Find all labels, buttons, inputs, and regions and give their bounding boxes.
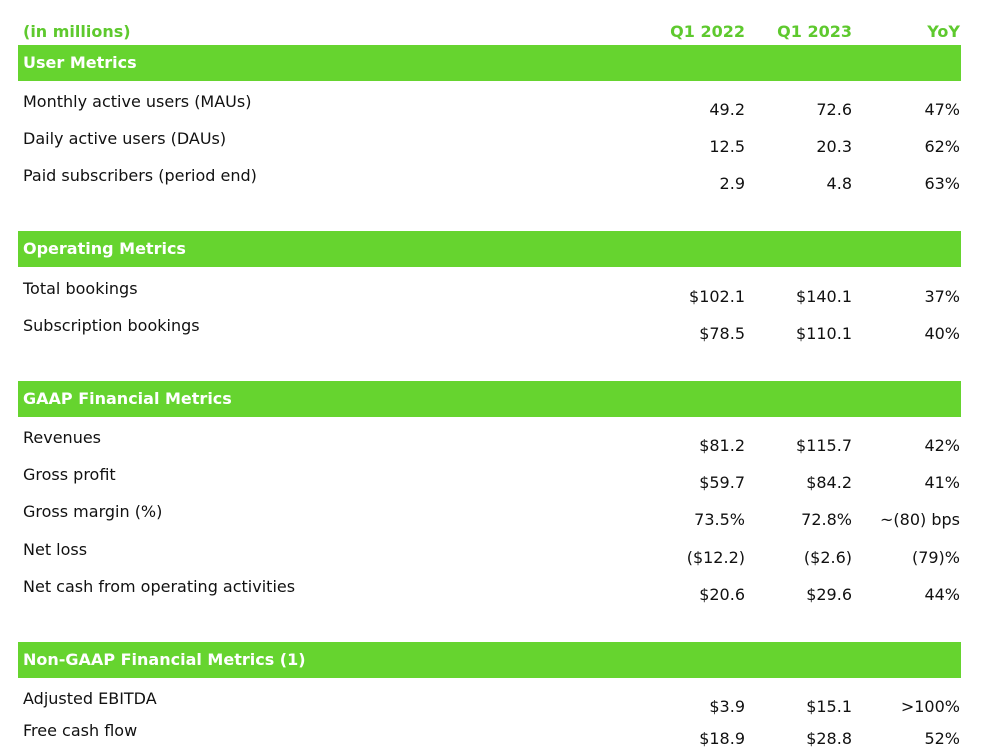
section-title: Operating Metrics <box>23 239 186 258</box>
row-label: Total bookings <box>23 279 138 298</box>
value-yoy: 63% <box>924 174 960 193</box>
value-q1-2022: 12.5 <box>709 137 745 156</box>
value-yoy: 41% <box>924 473 960 492</box>
value-q1-2023: 20.3 <box>816 137 852 156</box>
value-q1-2022: $59.7 <box>699 473 745 492</box>
value-q1-2023: $29.6 <box>806 585 852 604</box>
table-row: Monthly active users (MAUs) 49.2 72.6 47… <box>0 90 1000 127</box>
value-q1-2023: ($2.6) <box>803 548 852 567</box>
row-label: Paid subscribers (period end) <box>23 166 257 185</box>
value-q1-2023: $110.1 <box>796 324 852 343</box>
value-q1-2023: $140.1 <box>796 287 852 306</box>
value-q1-2023: 4.8 <box>826 174 852 193</box>
row-label: Monthly active users (MAUs) <box>23 92 252 111</box>
row-label: Free cash flow <box>23 721 138 740</box>
value-q1-2023: $115.7 <box>796 436 852 455</box>
value-q1-2022: $20.6 <box>699 585 745 604</box>
value-yoy: 47% <box>924 100 960 119</box>
value-yoy: 40% <box>924 324 960 343</box>
section-title: Non-GAAP Financial Metrics (1) <box>23 650 306 669</box>
section-title: User Metrics <box>23 53 137 72</box>
value-q1-2022: $81.2 <box>699 436 745 455</box>
value-q1-2023: $15.1 <box>806 697 852 716</box>
value-yoy: 44% <box>924 585 960 604</box>
value-q1-2023: 72.8% <box>801 510 852 529</box>
row-label: Net loss <box>23 540 88 559</box>
value-yoy: 37% <box>924 287 960 306</box>
value-q1-2022: 73.5% <box>694 510 745 529</box>
column-header-q1-2023: Q1 2023 <box>777 22 852 41</box>
value-q1-2022: 49.2 <box>709 100 745 119</box>
row-label: Revenues <box>23 428 102 447</box>
value-q1-2022: $78.5 <box>699 324 745 343</box>
section-header-operating-metrics: Operating Metrics <box>18 231 961 267</box>
table-row: Net loss ($12.2) ($2.6) (79)% <box>0 538 1000 575</box>
value-yoy: ~(80) bps <box>880 510 960 529</box>
table-row: Total bookings $102.1 $140.1 37% <box>0 277 1000 314</box>
table-row: Subscription bookings $78.5 $110.1 40% <box>0 314 1000 351</box>
value-q1-2022: $3.9 <box>709 697 745 716</box>
value-yoy: 42% <box>924 436 960 455</box>
row-label: Daily active users (DAUs) <box>23 129 227 148</box>
section-title: GAAP Financial Metrics <box>23 389 232 408</box>
table-row: Gross profit $59.7 $84.2 41% <box>0 463 1000 500</box>
value-yoy: >100% <box>900 697 960 716</box>
section-header-non-gaap-metrics: Non-GAAP Financial Metrics (1) <box>18 642 961 678</box>
table-row: Daily active users (DAUs) 12.5 20.3 62% <box>0 127 1000 164</box>
value-yoy: 62% <box>924 137 960 156</box>
row-label: Gross profit <box>23 465 116 484</box>
section-header-user-metrics: User Metrics <box>18 45 961 81</box>
value-yoy: 52% <box>924 729 960 748</box>
row-label: Adjusted EBITDA <box>23 689 157 708</box>
value-q1-2022: $102.1 <box>689 287 745 306</box>
table-row: Gross margin (%) 73.5% 72.8% ~(80) bps <box>0 500 1000 537</box>
column-header-yoy: YoY <box>927 22 960 41</box>
value-q1-2022: $18.9 <box>699 729 745 748</box>
table-row: Net cash from operating activities $20.6… <box>0 575 1000 612</box>
column-header-q1-2022: Q1 2022 <box>670 22 745 41</box>
value-q1-2023: $28.8 <box>806 729 852 748</box>
value-q1-2022: ($12.2) <box>686 548 745 567</box>
table-row: Free cash flow $18.9 $28.8 52% <box>0 719 1000 756</box>
value-q1-2023: $84.2 <box>806 473 852 492</box>
unit-label: (in millions) <box>23 22 131 41</box>
row-label: Gross margin (%) <box>23 502 163 521</box>
table-row: Adjusted EBITDA $3.9 $15.1 >100% <box>0 687 1000 724</box>
section-header-gaap-metrics: GAAP Financial Metrics <box>18 381 961 417</box>
value-q1-2023: 72.6 <box>816 100 852 119</box>
row-label: Subscription bookings <box>23 316 200 335</box>
table-row: Paid subscribers (period end) 2.9 4.8 63… <box>0 164 1000 201</box>
table-row: Revenues $81.2 $115.7 42% <box>0 426 1000 463</box>
value-q1-2022: 2.9 <box>719 174 745 193</box>
row-label: Net cash from operating activities <box>23 577 296 596</box>
value-yoy: (79)% <box>911 548 960 567</box>
